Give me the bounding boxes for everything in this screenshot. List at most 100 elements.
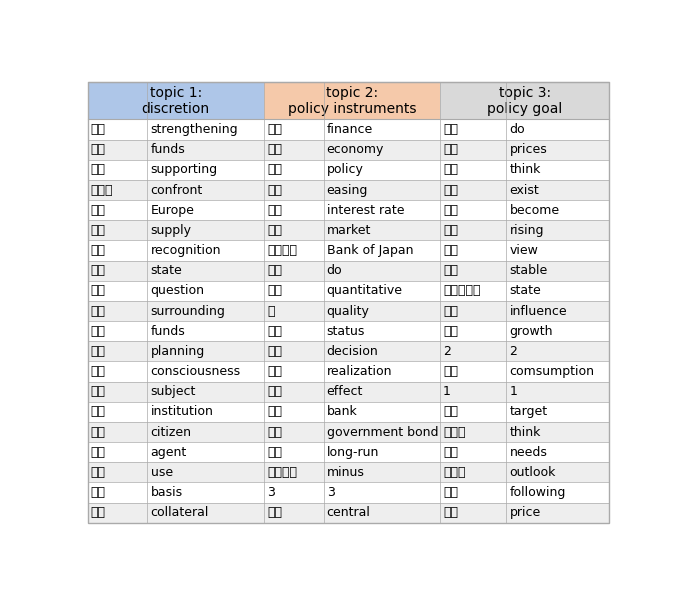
Text: 意識: 意識 [91,365,106,378]
Bar [507,180,609,200]
Text: なる: なる [443,204,458,217]
Bar [440,281,507,301]
Bar [324,422,440,442]
Text: 課題: 課題 [91,385,106,398]
Bar [88,422,148,442]
Text: long-run: long-run [326,445,379,459]
Text: 申し上げる: 申し上げる [443,284,481,297]
Bar [264,422,324,442]
Text: funds: funds [150,143,186,156]
Bar [88,362,148,382]
Bar [507,463,609,483]
Text: 状況: 状況 [267,324,282,337]
Text: 物価: 物価 [443,143,458,156]
Bar [264,241,324,261]
Bar [88,119,148,140]
Bar [88,341,148,362]
Bar [507,321,609,341]
Bar [507,483,609,503]
Text: status: status [326,324,365,337]
Text: use: use [150,466,173,479]
Text: 国民: 国民 [91,425,106,438]
Text: 欧州: 欧州 [91,204,106,217]
Bar [264,362,324,382]
Bar [88,382,148,402]
Bar [148,301,264,321]
Bar [264,281,324,301]
Bar [148,241,264,261]
Text: market: market [326,224,371,237]
Text: 上昇: 上昇 [443,224,458,237]
Bar [148,422,264,442]
Bar [507,220,609,241]
Text: 量的: 量的 [267,284,282,297]
Bar [264,483,324,503]
Bar [324,119,440,140]
Text: 安定: 安定 [443,264,458,277]
Text: 質問: 質問 [91,284,106,297]
Text: quantitative: quantitative [326,284,403,297]
Text: target: target [509,405,547,418]
Text: realization: realization [326,365,392,378]
Text: topic 2:
policy instruments: topic 2: policy instruments [288,86,416,116]
Text: confront: confront [150,183,203,196]
Text: 通り: 通り [443,486,458,499]
Text: stable: stable [509,264,548,277]
Bar [324,321,440,341]
Bar [507,140,609,160]
Text: citizen: citizen [150,425,192,438]
Bar [440,382,507,402]
Text: Europe: Europe [150,204,194,217]
Bar [148,341,264,362]
Bar [507,119,609,140]
Bar [507,261,609,281]
Bar [324,503,440,523]
Text: 巡る: 巡る [91,304,106,317]
Bar [148,160,264,180]
Bar [264,402,324,422]
Bar [148,281,264,301]
Bar [440,321,507,341]
Bar [324,483,440,503]
Bar [264,442,324,463]
Text: 供給: 供給 [91,224,106,237]
Text: マイナス: マイナス [267,466,297,479]
Text: ある: ある [443,183,458,196]
Text: do: do [509,123,525,136]
Text: basis: basis [150,486,183,499]
Text: government bond: government bond [326,425,438,438]
Bar [507,382,609,402]
Bar [148,463,264,483]
Text: 3: 3 [326,486,335,499]
Bar [440,160,507,180]
Bar [440,119,507,140]
Text: think: think [509,163,541,176]
Bar [507,402,609,422]
Text: 見通し: 見通し [443,466,466,479]
Text: 担保: 担保 [91,506,106,519]
Text: 実現: 実現 [267,365,282,378]
Bar [507,200,609,220]
Bar [440,82,609,119]
Text: 国債: 国債 [267,425,282,438]
Bar [88,483,148,503]
Bar [440,140,507,160]
Bar [88,503,148,523]
Bar [440,442,507,463]
Text: 緩和: 緩和 [267,183,282,196]
Text: 基金: 基金 [91,324,106,337]
Text: outlook: outlook [509,466,556,479]
Text: 使う: 使う [91,466,106,479]
Text: exist: exist [509,183,539,196]
Bar [440,220,507,241]
Bar [507,422,609,442]
Bar [148,382,264,402]
Text: planning: planning [150,345,205,358]
Text: 認識: 認識 [91,244,106,257]
Text: 支援: 支援 [91,163,106,176]
Bar [88,442,148,463]
Bar [88,402,148,422]
Text: interest rate: interest rate [326,204,404,217]
Text: quality: quality [326,304,370,317]
Bar [507,442,609,463]
